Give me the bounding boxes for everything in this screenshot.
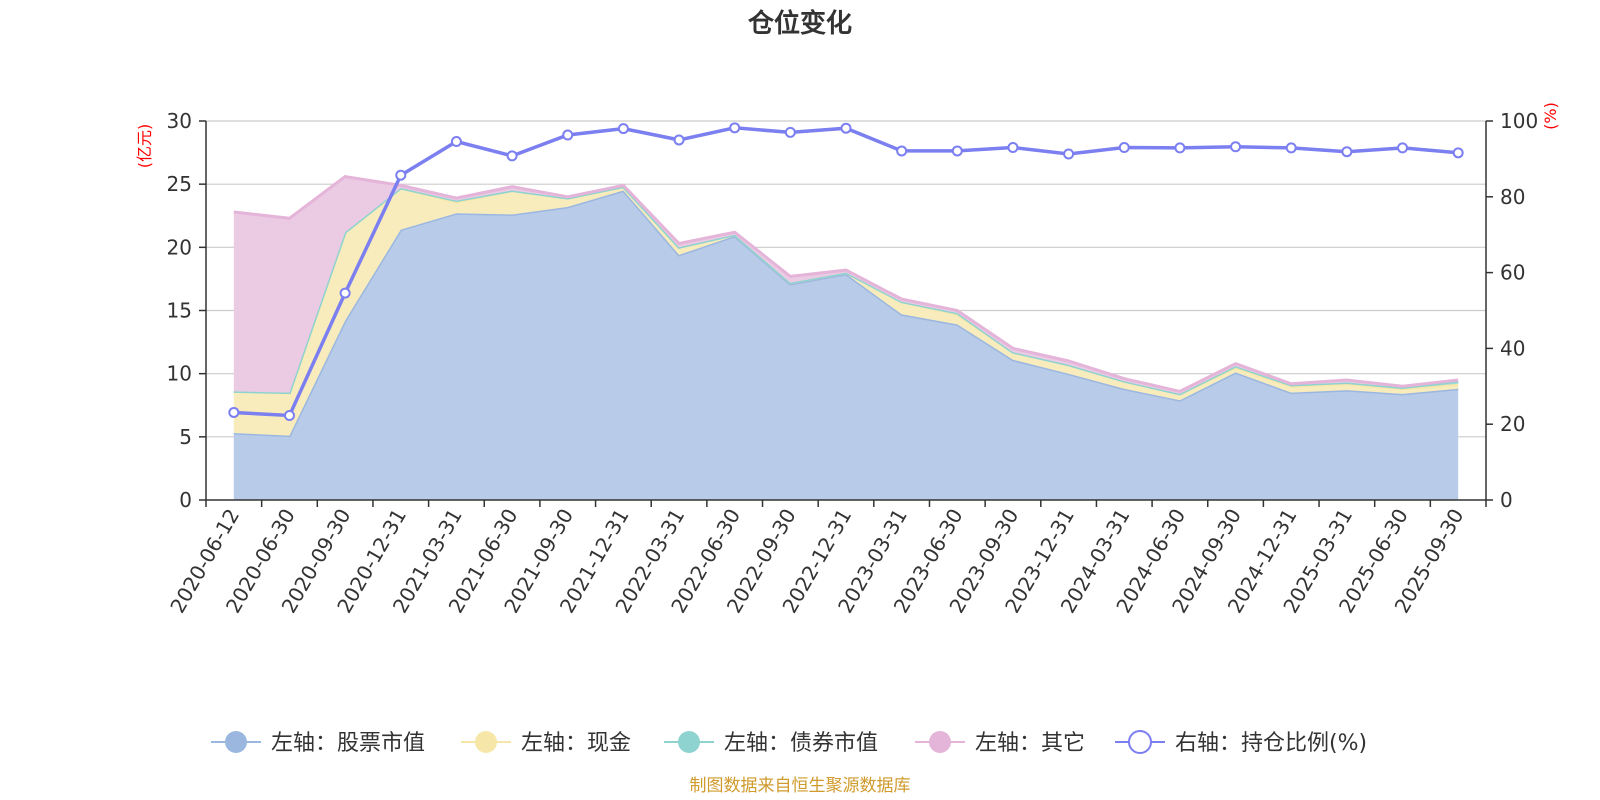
left-tick-label: 15	[167, 299, 192, 323]
right-tick-label: 40	[1500, 336, 1525, 360]
ratio-point	[339, 287, 351, 299]
area-edge-左轴：其它	[233, 175, 1459, 393]
ratio-point	[784, 126, 796, 138]
ratio-point	[1230, 141, 1242, 153]
legend-label: 右轴：持仓比例(%)	[1175, 731, 1367, 756]
legend-symbol	[475, 731, 497, 753]
ratio-point	[617, 123, 629, 135]
holding-ratio-line	[228, 122, 1464, 421]
ratio-point	[896, 145, 908, 157]
right-axis-ticks: 0 20 40 60 80 100	[1486, 109, 1538, 512]
ratio-point	[283, 409, 295, 421]
ratio-point	[1118, 142, 1130, 154]
legend-symbol	[929, 731, 951, 753]
ratio-point	[729, 122, 741, 134]
chart-title: 仓位变化	[747, 8, 852, 39]
ratio-point	[1285, 142, 1297, 154]
left-tick-label: 25	[167, 172, 192, 196]
legend-symbol	[1128, 730, 1152, 754]
x-axis-ticks: 2020-06-122020-06-302020-09-302020-12-31…	[165, 500, 1487, 617]
right-tick-label: 100	[1500, 109, 1538, 133]
ratio-point	[1007, 142, 1019, 154]
ratio-point	[951, 145, 963, 157]
right-tick-label: 20	[1500, 412, 1525, 436]
right-tick-label: 0	[1500, 488, 1513, 512]
left-axis-unit: (亿元)	[135, 124, 154, 169]
right-tick-label: 60	[1500, 261, 1525, 285]
stacked-areas	[233, 175, 1459, 500]
ratio-point	[395, 169, 407, 181]
source-note: 制图数据来自恒生聚源数据库	[690, 776, 911, 796]
right-axis-unit: (%)	[1541, 102, 1560, 130]
ratio-point	[562, 129, 574, 141]
legend-label: 左轴：股票市值	[271, 731, 425, 756]
left-axis-ticks: 0 5 10 15 20 25 30	[167, 109, 206, 512]
ratio-point	[1174, 142, 1186, 154]
legend-symbol	[678, 731, 700, 753]
left-tick-label: 0	[179, 488, 192, 512]
ratio-point	[1341, 146, 1353, 158]
ratio-point	[228, 406, 240, 418]
ratio-point	[1397, 142, 1409, 154]
area-左轴：其它	[233, 176, 1459, 394]
legend-label: 左轴：其它	[975, 731, 1085, 756]
left-tick-label: 10	[167, 362, 192, 386]
ratio-point	[1452, 147, 1464, 159]
legend: 左轴：股票市值 左轴：现金 左轴：债券市值 左轴：其它 右轴：持仓比例(%)	[211, 730, 1367, 756]
ratio-point	[1063, 148, 1075, 160]
left-tick-label: 20	[167, 235, 192, 259]
legend-label: 左轴：债券市值	[724, 731, 878, 756]
left-tick-label: 5	[179, 425, 192, 449]
ratio-point	[450, 135, 462, 147]
left-tick-label: 30	[167, 109, 192, 133]
legend-symbol	[225, 731, 247, 753]
right-tick-label: 80	[1500, 185, 1525, 209]
ratio-point	[840, 122, 852, 134]
legend-label: 左轴：现金	[521, 731, 631, 756]
area-左轴：股票市值	[233, 190, 1459, 500]
ratio-point	[673, 134, 685, 146]
ratio-point	[506, 150, 518, 162]
